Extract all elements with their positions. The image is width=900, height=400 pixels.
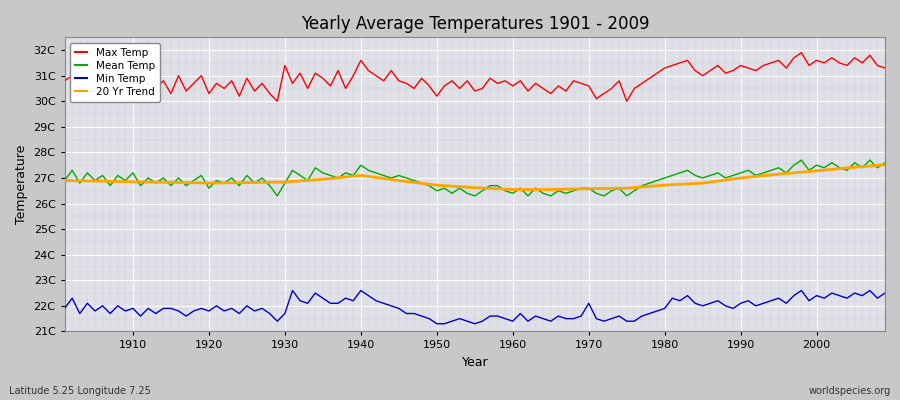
Legend: Max Temp, Mean Temp, Min Temp, 20 Yr Trend: Max Temp, Mean Temp, Min Temp, 20 Yr Tre… [70, 42, 160, 102]
Title: Yearly Average Temperatures 1901 - 2009: Yearly Average Temperatures 1901 - 2009 [301, 15, 649, 33]
Text: worldspecies.org: worldspecies.org [809, 386, 891, 396]
X-axis label: Year: Year [462, 356, 488, 369]
Y-axis label: Temperature: Temperature [15, 145, 28, 224]
Text: Latitude 5.25 Longitude 7.25: Latitude 5.25 Longitude 7.25 [9, 386, 151, 396]
